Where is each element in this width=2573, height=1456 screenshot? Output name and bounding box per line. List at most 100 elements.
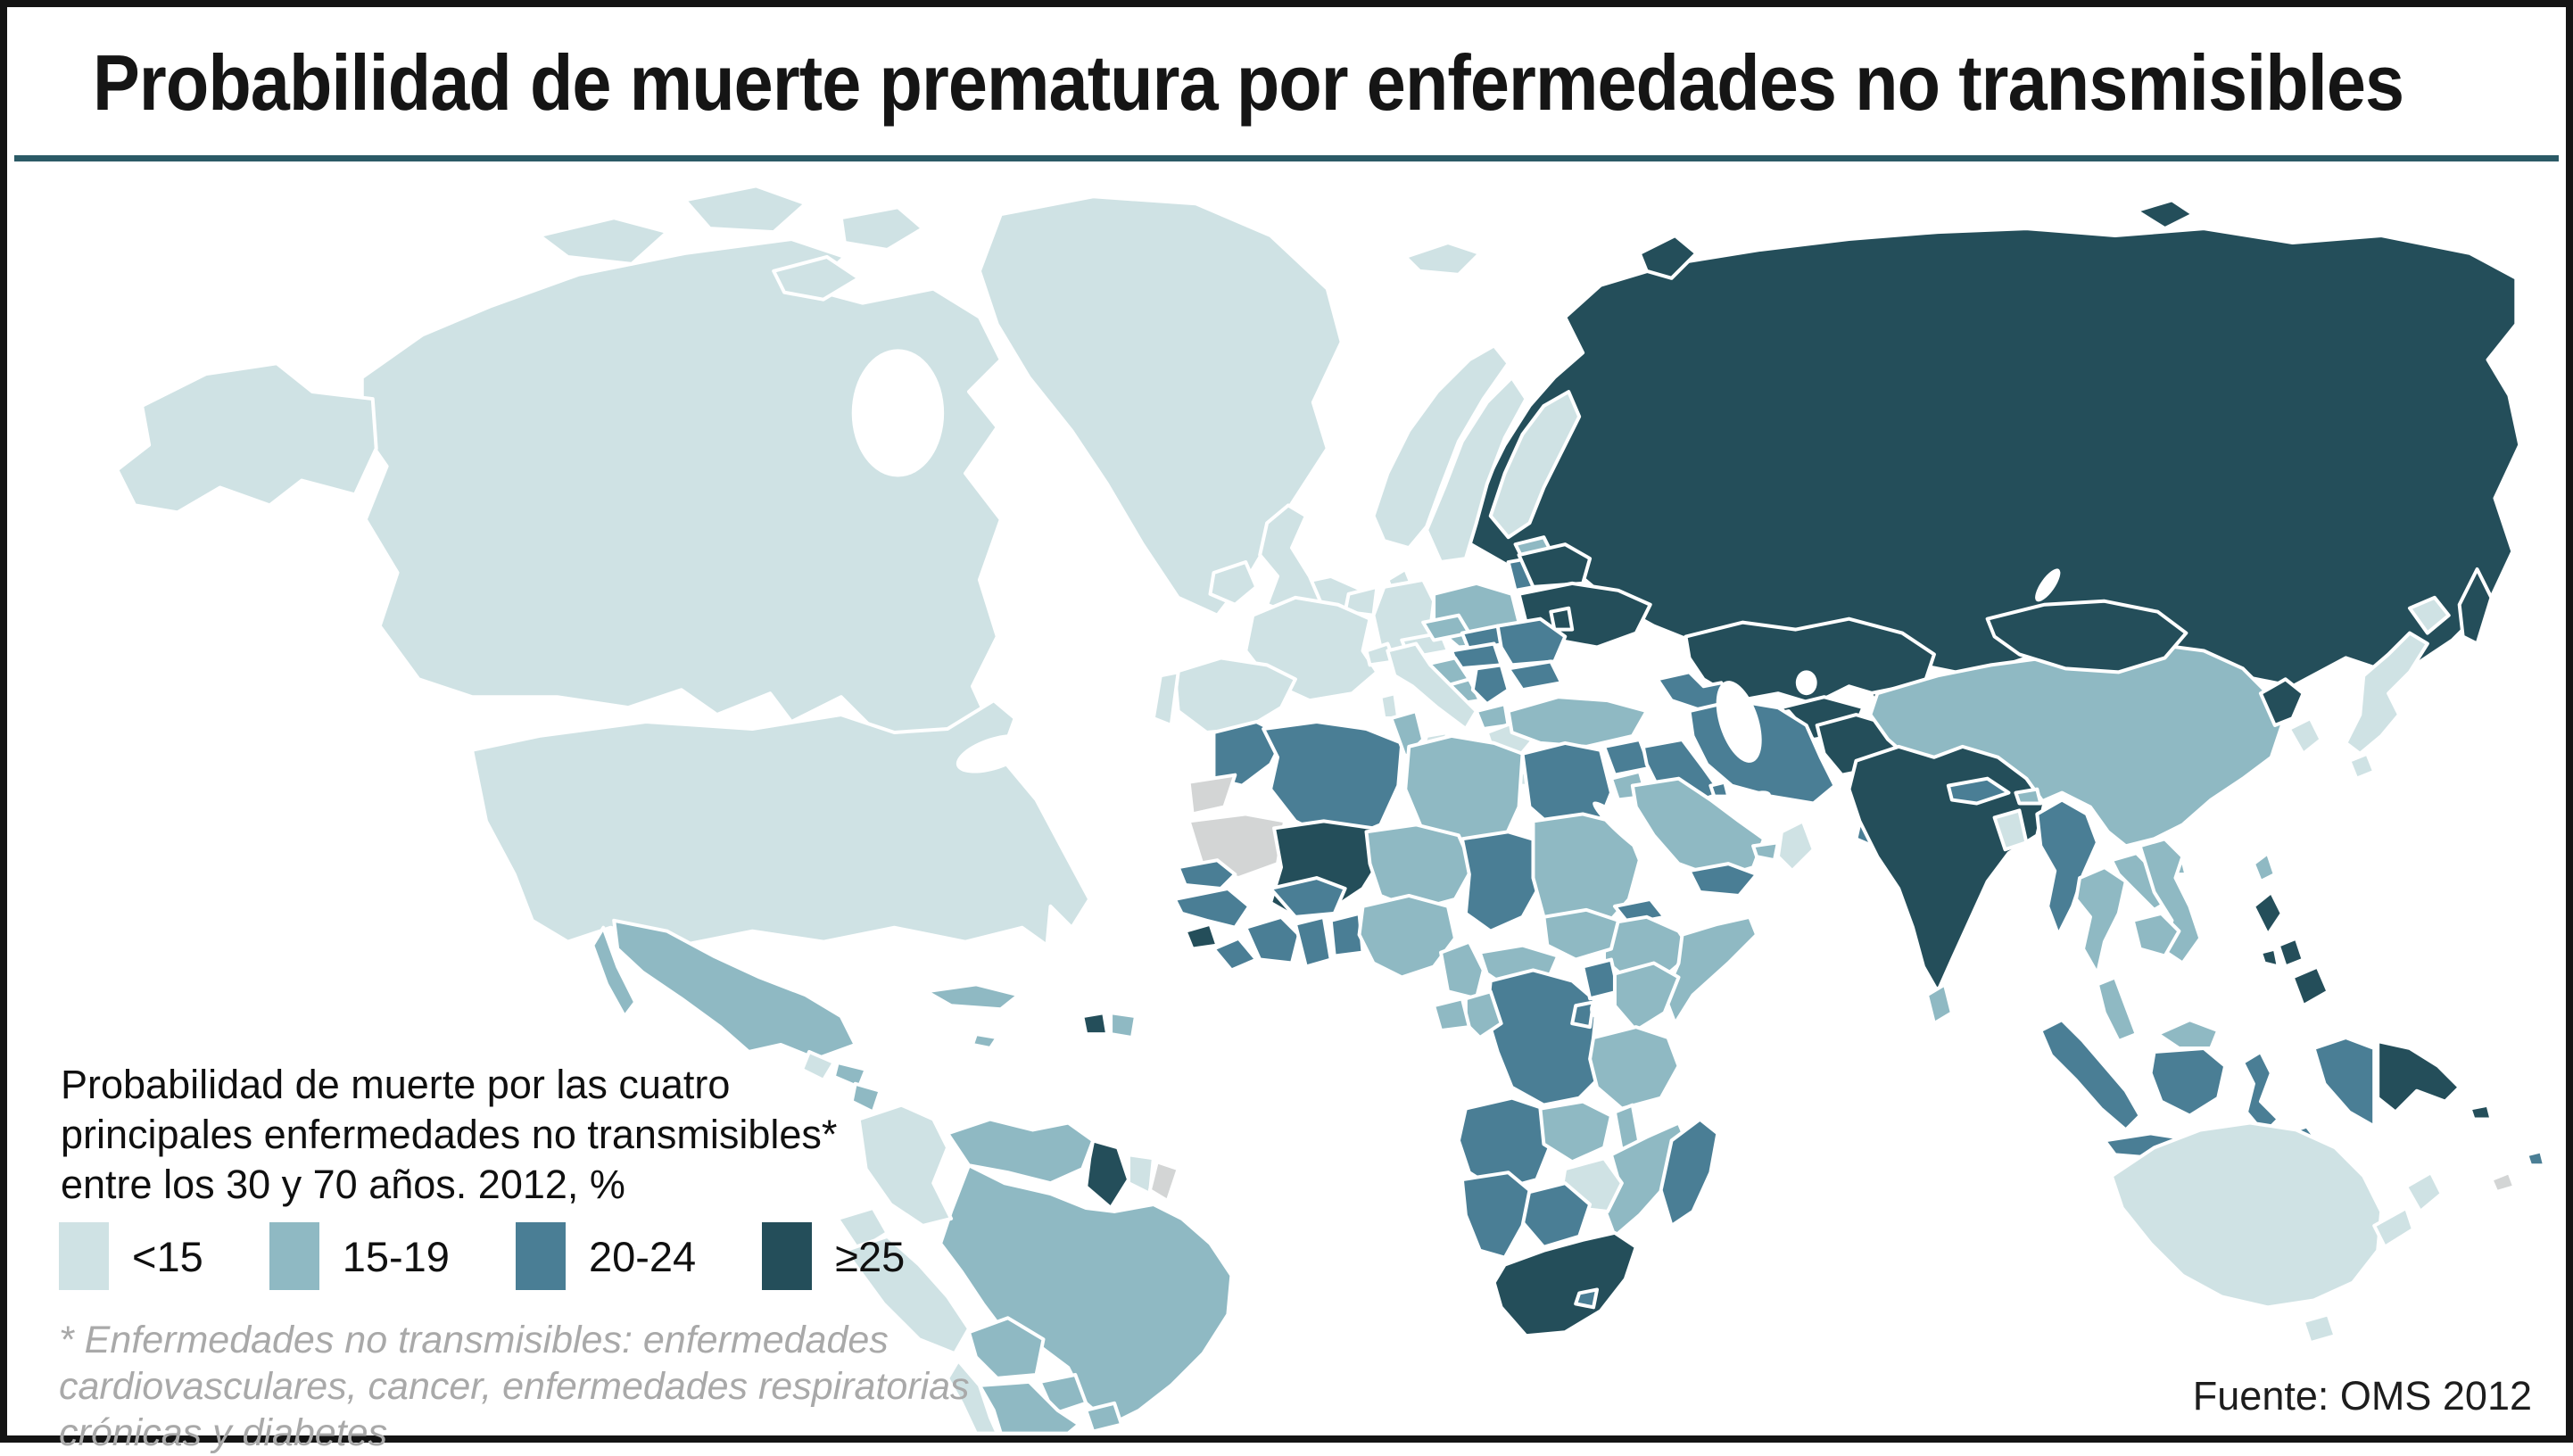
region-vietnam [2138,837,2203,965]
region-cambodia [2130,911,2181,958]
legend-item-gte25: ≥25 [762,1222,905,1290]
region-usa [470,699,1092,947]
region-guinea [1172,886,1252,930]
region-nz-south [2372,1205,2415,1249]
region-kalimantan [2148,1046,2228,1118]
region-algeria [1262,720,1404,845]
region-kuwait [1708,780,1731,798]
region-bhutan [2014,787,2043,806]
region-malaysia [2095,975,2139,1044]
region-moldova [1549,606,1575,632]
region-uruguay [1084,1401,1124,1434]
region-philippines-visayas [2276,936,2305,969]
legend-swatch-gte25 [762,1222,813,1290]
region-sumatra [2039,1018,2142,1132]
region-bangladesh [1992,808,2029,852]
region-ireland [1208,560,1259,607]
region-south-sudan [1542,907,1620,962]
footnote-line-1: * Enfermedades no transmisibles: enferme… [59,1319,889,1361]
region-greenland [977,194,1344,617]
black-sea [1565,661,1651,698]
region-sulawesi [2241,1049,2280,1136]
footnote: * Enfermedades no transmisibles: enferme… [59,1317,970,1456]
region-svalbard [1403,241,1482,277]
legend-swatch-lt15 [59,1222,109,1290]
region-sakhalin [2457,567,2494,646]
region-dominicana [1109,1011,1138,1040]
region-senegal [1176,858,1237,890]
region-guyana [1084,1138,1130,1210]
region-peru [842,1234,971,1356]
region-nz-north [2404,1171,2444,1213]
region-niger [1364,823,1475,912]
legend-label-15-19: 15-19 [342,1232,450,1280]
region-tanzania [1588,1025,1681,1111]
caspian-sea [1716,681,1762,763]
region-brazil [939,1163,1234,1427]
region-drc [1485,968,1607,1107]
region-serbia [1470,663,1510,707]
region-japan-kyushu [2347,751,2377,781]
region-south-korea [2287,716,2323,756]
region-sweden [1425,376,1528,565]
region-libya [1403,733,1525,856]
region-gabon [1432,997,1471,1033]
region-myanmar [2035,798,2099,937]
legend-item-lt15: <15 [59,1222,203,1290]
legend-swatch-20-24 [515,1222,566,1290]
region-finland [1488,390,1582,540]
region-jamaica [970,1032,999,1050]
legend-caption-line-2: principales enfermedades no transmisible… [61,1112,838,1157]
region-turkey [1506,695,1649,749]
region-nigeria [1357,893,1457,980]
region-canada-arctic-1 [537,216,669,266]
region-chile [946,1359,999,1435]
legend-item-20-24: 20-24 [515,1222,696,1290]
region-india [1847,744,2047,994]
region-philippines-mindanao [2290,964,2330,1008]
region-lesotho [1574,1287,1600,1310]
region-new-britain [2468,1103,2494,1121]
region-novaya-zemlya [1637,234,1699,280]
region-sri-lanka [1925,982,1954,1026]
region-suriname [1126,1153,1155,1196]
region-ghana [1293,914,1333,969]
region-nicaragua [849,1081,882,1114]
region-cameroon [1439,939,1485,1001]
region-saudi [1630,776,1766,881]
region-namibia [1460,1171,1532,1260]
region-belarus [1517,542,1593,589]
region-argentina [977,1379,1081,1435]
hudson-bay [851,349,945,477]
region-canada [360,237,1003,749]
footnote-line-3: crónicas y diabetes [59,1411,388,1454]
region-tasmania [2301,1312,2337,1345]
region-east-malaysia [2155,1018,2221,1050]
great-lakes [956,734,1031,774]
aral-sea [1795,670,1817,696]
region-romania [1495,616,1568,667]
region-thailand [2074,865,2128,976]
region-mongolia [1985,599,2188,674]
persian-gulf [1728,790,1771,816]
region-italy [1386,641,1478,731]
region-north-korea [2258,677,2305,727]
page-title: Probabilidad de muerte prematura por enf… [93,38,2404,127]
region-canada-arctic-4 [772,254,861,302]
region-philippines-luzon [2251,889,2284,937]
region-canada-arctic-3 [839,205,925,252]
region-burkina [1269,876,1347,919]
world-map-container [7,168,2566,1443]
world-choropleth-map [115,184,2547,1435]
title-divider [14,155,2559,161]
region-fiji [2525,1149,2547,1168]
region-rwanda-burundi [1570,1000,1596,1030]
region-mexico-baja [591,925,638,1019]
lake-baikal [2035,568,2061,602]
region-new-caledonia [2489,1171,2517,1195]
region-guatemala [800,1049,836,1082]
region-honduras [831,1060,868,1089]
legend-label-lt15: <15 [132,1232,203,1280]
region-ivory-coast [1244,914,1301,965]
